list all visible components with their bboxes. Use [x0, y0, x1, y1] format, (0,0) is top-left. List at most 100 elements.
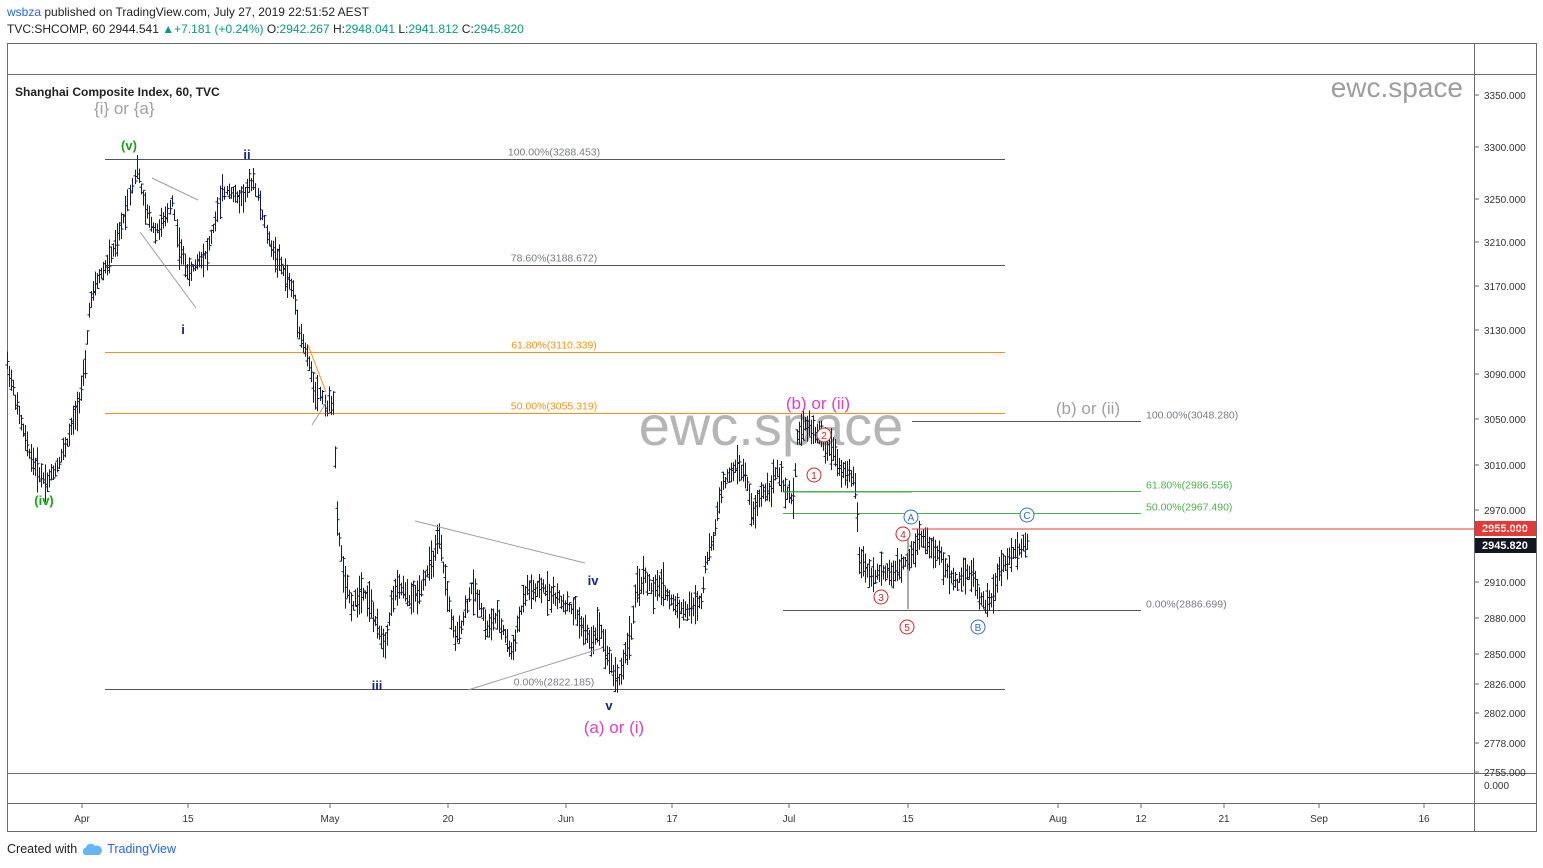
low-label: L: [398, 22, 409, 36]
y-tick-label: 2880.000 [1484, 614, 1526, 625]
y-tick-label: 2755.000 [1484, 768, 1526, 779]
y-tick-label: 3050.000 [1484, 415, 1526, 426]
open-label: O: [266, 22, 280, 36]
svg-text:3: 3 [878, 593, 884, 604]
wave-label-i: i [181, 322, 185, 337]
author-link[interactable]: wsbza [7, 5, 42, 19]
high-label: H: [332, 22, 345, 36]
wave-label-iii: iii [372, 678, 383, 693]
x-tick-label: 20 [442, 814, 454, 825]
y-tick-label: 2826.000 [1484, 680, 1526, 691]
price-bars [5, 154, 1030, 693]
x-tick-label: Apr [74, 814, 90, 825]
published-line: wsbza published on TradingView.com, July… [7, 5, 369, 19]
channel-line-b [311, 402, 327, 426]
tradingview-cloud-icon [82, 843, 103, 855]
tradingview-link[interactable]: TradingView [107, 842, 176, 856]
circle-label-3: 3 [873, 589, 889, 605]
fib-levels: 100.00%(3288.453) 78.60%(3188.672) 61.80%(… [105, 147, 1238, 690]
y-tick-label: 3130.000 [1484, 326, 1526, 337]
y-tick-label: 2778.000 [1484, 739, 1526, 750]
open-value: 2942.267 [279, 22, 330, 36]
fib-label: 100.00%(3288.453) [508, 147, 600, 159]
low-value: 2941.812 [408, 22, 459, 36]
y-tick-label: 3350.000 [1484, 91, 1526, 102]
fib-label: 0.00%(2822.185) [514, 677, 595, 689]
y-tick-label: 3300.000 [1484, 143, 1526, 154]
wave-label-b-or-ii-gray: (b) or (ii) [1056, 399, 1120, 418]
svg-text:5: 5 [904, 623, 910, 634]
chart-title: Shanghai Composite Index, 60, TVC [15, 85, 220, 99]
circle-label-4: 4 [895, 526, 911, 542]
circle-label-2: 2 [816, 427, 832, 443]
fib-label: 61.80%(3110.339) [511, 340, 597, 352]
y-tick-label: 2802.000 [1484, 709, 1526, 720]
x-tick-label: 15 [902, 814, 914, 825]
wave-label-i-or-a: {i} or {a} [94, 99, 155, 118]
change-value: +7.181 (+0.24%) [174, 22, 264, 36]
x-tick-label: Sep [1310, 814, 1328, 825]
wedge-line-upper [151, 177, 199, 201]
fib-label: 0.00%(2886.699) [1146, 599, 1227, 611]
y-tick-label: 2910.000 [1484, 578, 1526, 589]
close-value: 2945.820 [473, 22, 524, 36]
watermark-center: ewc.space [639, 394, 904, 457]
high-value: 2948.041 [344, 22, 396, 36]
svg-text:A: A [908, 513, 915, 524]
up-arrow-icon: ▲ [162, 22, 175, 36]
symbol: TVC:SHCOMP, 60 [7, 22, 106, 36]
fib-label: 50.00%(3055.319) [511, 401, 597, 413]
x-tick-label: Jul [783, 814, 796, 825]
price-tag-dark-bg [1475, 538, 1536, 553]
chart-header: wsbza published on TradingView.com, July… [0, 0, 1543, 42]
watermark-corner: ewc.space [1331, 72, 1463, 103]
wave-label-v-green: (v) [121, 138, 137, 153]
indicator-pane-tick: 0.000 [1484, 781, 1509, 792]
wave-label-iv: iv [588, 573, 600, 588]
circle-label-B: B [970, 619, 986, 635]
circle-label-1: 1 [806, 467, 822, 483]
time-axis: Apr 15 May 20 Jun 17 Jul 15 Aug 12 21 Sep 16 [74, 804, 1430, 825]
y-tick-label: 3210.000 [1484, 238, 1526, 249]
circle-label-5: 5 [899, 619, 915, 635]
circle-label-A: A [903, 509, 919, 525]
y-tick-label: 3010.000 [1484, 461, 1526, 472]
ohlc-line: TVC:SHCOMP, 60 2944.541 ▲+7.181 (+0.24%)… [7, 22, 524, 36]
triangle-line-lower [467, 647, 603, 691]
fib-label: 61.80%(2986.556) [1146, 480, 1232, 492]
wave-label-iv-green: (iv) [34, 493, 54, 508]
wave-label-b-or-ii-magenta: (b) or (ii) [786, 394, 850, 413]
fib-label: 78.60%(3188.672) [511, 253, 597, 265]
svg-text:4: 4 [900, 530, 906, 541]
close-label: C: [461, 22, 474, 36]
y-tick-label: 3090.000 [1484, 370, 1526, 381]
created-with-text: Created with [7, 842, 78, 856]
x-tick-label: 16 [1418, 814, 1430, 825]
wave-label-v: v [605, 698, 613, 713]
y-tick-label: 3250.000 [1484, 195, 1526, 206]
x-tick-label: May [321, 814, 340, 825]
wave-label-ii: ii [243, 147, 250, 162]
svg-text:C: C [1023, 511, 1030, 522]
x-tick-label: 21 [1218, 814, 1230, 825]
wave-label-a-or-i: (a) or (i) [584, 718, 644, 737]
x-tick-label: 15 [182, 814, 194, 825]
price-axis: 3350.000 3300.000 3250.000 3210.000 3170.000… [1474, 91, 1526, 779]
circle-label-C: C [1019, 507, 1035, 523]
chart-frame [7, 43, 1537, 832]
x-tick-label: Aug [1049, 814, 1067, 825]
x-tick-label: 12 [1135, 814, 1147, 825]
svg-text:B: B [975, 623, 982, 634]
x-tick-label: Jun [558, 814, 574, 825]
wedge-line-lower [139, 231, 197, 309]
y-tick-label: 2970.000 [1484, 506, 1526, 517]
svg-text:1: 1 [811, 471, 817, 482]
channel-line-a [307, 344, 327, 393]
svg-text:2: 2 [821, 431, 827, 442]
footer: Created with TradingView [7, 842, 176, 856]
published-text: published on TradingView.com, July 27, 2… [41, 5, 370, 19]
triangle-line-upper [414, 520, 586, 564]
last-price: 2944.541 [108, 22, 159, 36]
x-tick-label: 17 [666, 814, 678, 825]
